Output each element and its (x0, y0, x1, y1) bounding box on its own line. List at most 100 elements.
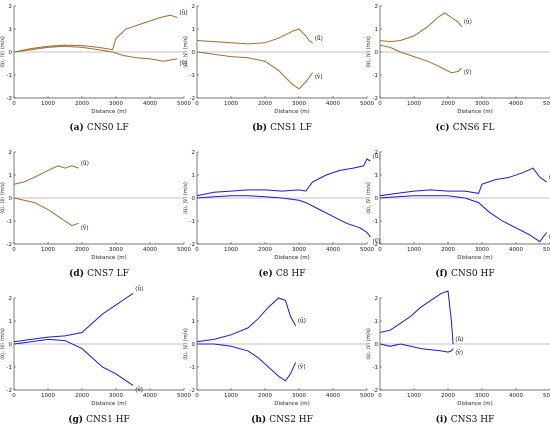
y-tick-label: 2 (192, 4, 196, 10)
panel-caption: (a) CNS0 LF (69, 122, 128, 133)
series-label-u: ⟨ū⟩ (81, 160, 90, 167)
x-tick-label: 2000 (441, 393, 455, 399)
series-label-v: ⟨v̄⟩ (135, 386, 143, 393)
series-label-u: ⟨ū⟩ (179, 10, 188, 17)
x-tick-label: 3000 (292, 247, 306, 253)
series-label-u: ⟨ū⟩ (455, 336, 464, 343)
series-label-v: ⟨v̄⟩ (464, 69, 472, 76)
x-tick-label: 2000 (75, 247, 89, 253)
series-line-u (13, 292, 134, 343)
series-label-u: ⟨ū⟩ (372, 153, 381, 160)
y-tick-label: -2 (7, 96, 12, 102)
x-tick-label: 2000 (75, 393, 89, 399)
y-tick-label: 0 (9, 342, 13, 348)
y-tick-label: 2 (9, 150, 13, 156)
series-label-u: ⟨ū⟩ (315, 35, 324, 42)
panel-title: CNS3 HF (451, 415, 495, 425)
x-axis-label: Distance (m) (274, 109, 309, 115)
x-tick-label: 5000 (543, 247, 550, 253)
x-tick-label: 1000 (41, 101, 55, 107)
series-line-v (13, 197, 79, 227)
series-line-u (196, 158, 371, 197)
panel-caption: (i) CNS3 HF (436, 414, 495, 425)
y-tick-label: 0 (192, 196, 196, 202)
y-tick-label: -1 (190, 219, 195, 225)
y-tick-label: 2 (9, 4, 13, 10)
x-tick-label: 4000 (326, 101, 340, 107)
y-axis-label: ⟨ū⟩, ⟨v̄⟩ (m/s) (183, 36, 189, 68)
x-tick-label: 3000 (475, 247, 489, 253)
chart-panel-d: 0 1000 2000 3000 4000 5000 -2 -1 0 1 2 Distance (m)… (0, 150, 191, 279)
y-tick-label: 1 (375, 173, 379, 179)
y-tick-label: 0 (192, 50, 196, 56)
panel-letter: (i) (436, 414, 451, 425)
y-tick-label: 1 (192, 173, 196, 179)
y-tick-label: 1 (192, 319, 196, 325)
y-tick-label: 1 (375, 27, 379, 33)
x-tick-label: 5000 (360, 393, 374, 399)
y-tick-label: 0 (9, 196, 13, 202)
series-label-v: ⟨v̄⟩ (179, 60, 187, 67)
chart-panel-b: 0 1000 2000 3000 4000 5000 -2 -1 0 1 2 Distance (m)… (183, 4, 374, 133)
chart-panel-f: 0 1000 2000 3000 4000 5000 -2 -1 0 1 2 Distance (m)… (366, 150, 550, 279)
panel-caption: (e) C8 HF (259, 268, 306, 279)
x-axis-label: Distance (m) (91, 109, 126, 115)
panel-title: CNS0 HF (451, 269, 495, 279)
chart-panel-i: 0 1000 2000 3000 4000 5000 -2 -1 0 1 2 Distance (m)… (366, 290, 550, 425)
panel-title: CNS0 LF (87, 123, 129, 133)
x-tick-label: 2000 (441, 247, 455, 253)
series-line-u (379, 290, 454, 345)
y-tick-label: 1 (9, 319, 13, 325)
series-label-v: ⟨v̄⟩ (298, 363, 306, 370)
series-label-u: ⟨ū⟩ (135, 285, 144, 292)
x-axis-label: Distance (m) (457, 109, 492, 115)
y-tick-label: -2 (190, 242, 195, 248)
panel-title: C8 HF (276, 269, 306, 279)
panel-caption: (h) CNS2 HF (251, 414, 313, 425)
x-tick-label: 5000 (177, 393, 191, 399)
y-tick-label: 0 (192, 342, 196, 348)
x-axis-label: Distance (m) (274, 255, 309, 261)
x-axis-label: Distance (m) (457, 401, 492, 407)
series-line-u (196, 28, 313, 45)
y-tick-label: 2 (9, 296, 13, 302)
x-tick-label: 4000 (509, 247, 523, 253)
chart-panel-a: 0 1000 2000 3000 4000 5000 -2 -1 0 1 2 Distance (m)… (0, 4, 191, 133)
y-tick-label: 2 (375, 296, 379, 302)
y-tick-label: -2 (373, 388, 378, 394)
x-tick-label: 0 (12, 247, 16, 253)
x-tick-label: 4000 (143, 101, 157, 107)
panel-letter: (f) (435, 268, 451, 279)
series-line-v (196, 195, 371, 238)
series-line-u (379, 167, 547, 197)
x-tick-label: 0 (12, 393, 16, 399)
x-tick-label: 5000 (177, 101, 191, 107)
series-line-u (196, 297, 297, 343)
series-label-v: ⟨v̄⟩ (315, 74, 323, 81)
panel-caption: (g) CNS1 HF (68, 414, 130, 425)
x-tick-label: 1000 (41, 247, 55, 253)
chart-panel-g: 0 1000 2000 3000 4000 5000 -2 -1 0 1 2 Distance (m)… (0, 285, 191, 425)
x-tick-label: 5000 (177, 247, 191, 253)
y-tick-label: -2 (373, 242, 378, 248)
panel-title: CNS1 LF (270, 123, 312, 133)
series-line-u (13, 14, 178, 53)
y-axis-label: ⟨ū⟩, ⟨v̄⟩ (m/s) (0, 328, 6, 360)
x-tick-label: 0 (378, 393, 382, 399)
y-axis-label: ⟨ū⟩, ⟨v̄⟩ (m/s) (366, 36, 372, 68)
y-tick-label: -1 (190, 365, 195, 371)
y-tick-label: 1 (9, 27, 13, 33)
y-axis-label: ⟨ū⟩, ⟨v̄⟩ (m/s) (366, 328, 372, 360)
y-tick-label: -1 (373, 365, 378, 371)
x-tick-label: 2000 (75, 101, 89, 107)
y-tick-label: -2 (7, 388, 12, 394)
x-tick-label: 0 (195, 247, 199, 253)
series-line-v (379, 195, 548, 243)
y-axis-label: ⟨ū⟩, ⟨v̄⟩ (m/s) (366, 182, 372, 214)
series-label-u: ⟨ū⟩ (549, 174, 550, 181)
chart-panel-h: 0 1000 2000 3000 4000 5000 -2 -1 0 1 2 Distance (m)… (183, 296, 374, 425)
series-label-v: ⟨v̄⟩ (549, 234, 550, 241)
y-axis-label: ⟨ū⟩, ⟨v̄⟩ (m/s) (183, 328, 189, 360)
y-tick-label: -1 (7, 365, 12, 371)
